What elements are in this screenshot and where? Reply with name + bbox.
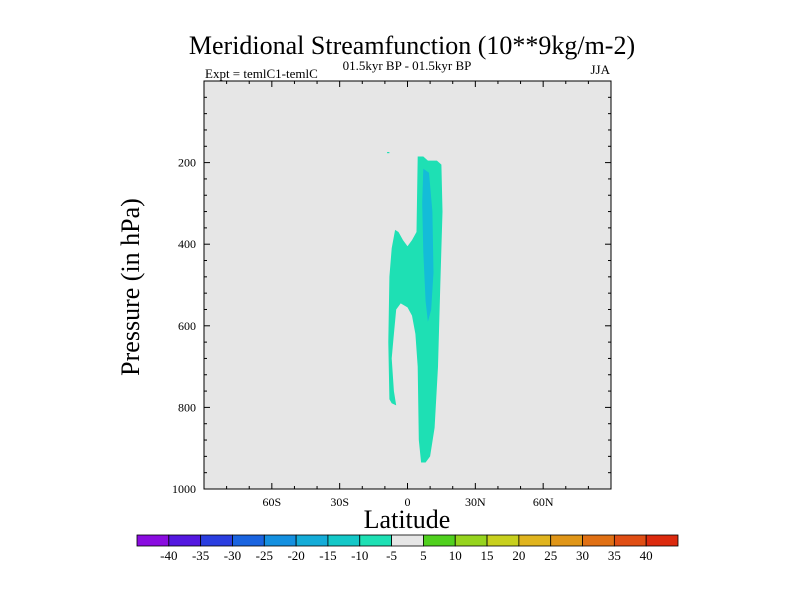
- colorbar-label: 40: [640, 548, 653, 563]
- colorbar-label: 5: [420, 548, 427, 563]
- colorbar-label: -25: [256, 548, 273, 563]
- y-tick-label: 400: [178, 237, 196, 251]
- experiment-label: Expt = temlC1-temlC: [205, 66, 318, 81]
- colorbar-swatch: [168, 534, 202, 547]
- colorbar-label: -15: [319, 548, 336, 563]
- colorbar-swatch: [582, 534, 615, 547]
- colorbar-swatch: [359, 534, 392, 547]
- y-tick-label: 800: [178, 400, 196, 414]
- colorbar-swatch: [232, 534, 265, 547]
- colorbar-label: 10: [449, 548, 462, 563]
- colorbar-label: 20: [512, 548, 525, 563]
- colorbar-label: 35: [608, 548, 621, 563]
- period-label: 01.5kyr BP - 01.5kyr BP: [343, 58, 472, 73]
- colorbar-swatch: [136, 534, 170, 547]
- colorbar-swatch: [550, 534, 583, 547]
- colorbar-swatch: [200, 534, 233, 547]
- colorbar-swatch: [486, 534, 520, 547]
- colorbar-label: -10: [351, 548, 368, 563]
- colorbar-swatch: [263, 534, 297, 547]
- y-tick-label: 200: [178, 156, 196, 170]
- y-tick-label: 1000: [172, 482, 196, 496]
- x-tick-label: 60S: [262, 495, 281, 509]
- colorbar-label: -20: [287, 548, 304, 563]
- colorbar-label: -30: [224, 548, 241, 563]
- colorbar-swatch: [327, 534, 361, 547]
- y-axis-ticks: 200 400 600 800 1000: [172, 80, 611, 496]
- colorbar-label: -40: [160, 548, 177, 563]
- colorbar-swatch: [454, 534, 488, 547]
- x-tick-label: 0: [405, 495, 411, 509]
- colorbar-swatch: [391, 534, 424, 547]
- x-tick-label: 30N: [465, 495, 486, 509]
- y-tick-label: 600: [178, 319, 196, 333]
- y-axis-label: Pressure (in hPa): [116, 198, 145, 376]
- season-label: JJA: [590, 62, 610, 77]
- colorbar-swatch: [295, 534, 329, 547]
- contour-region-isolated-speck: [387, 152, 390, 154]
- x-tick-label: 60N: [533, 495, 554, 509]
- colorbar-label: 15: [481, 548, 494, 563]
- contour-region-inner-minus10-to-minus15: [422, 168, 434, 322]
- colorbar: -40 -35 -30 -25 -20 -15 -10 -5 5 10 15 20 25 30 35 40: [136, 534, 679, 563]
- colorbar-swatch: [645, 534, 679, 547]
- contour-layer: [387, 152, 443, 463]
- colorbar-swatch: [423, 534, 456, 547]
- colorbar-swatch: [613, 534, 647, 547]
- x-axis-ticks: 60S 30S 0 30N 60N: [203, 81, 612, 509]
- x-axis-label: Latitude: [364, 505, 451, 534]
- colorbar-label: 25: [544, 548, 557, 563]
- x-tick-label: 30S: [330, 495, 349, 509]
- chart-title: Meridional Streamfunction (10**9kg/m-2): [189, 31, 635, 60]
- colorbar-swatch: [518, 534, 552, 547]
- colorbar-label: 30: [576, 548, 589, 563]
- colorbar-label: -5: [386, 548, 397, 563]
- colorbar-label: -35: [192, 548, 209, 563]
